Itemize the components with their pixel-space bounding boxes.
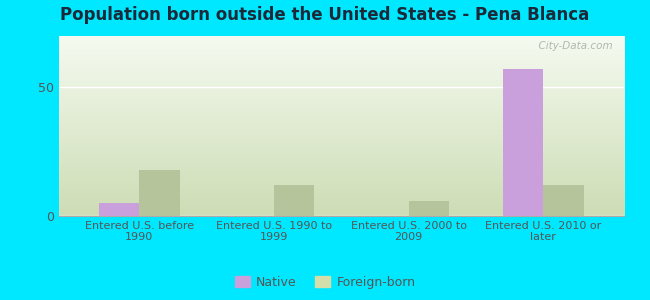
Bar: [99, 203, 139, 216]
Bar: [139, 170, 179, 216]
Legend: Native, Foreign-born: Native, Foreign-born: [229, 271, 421, 294]
Text: City-Data.com: City-Data.com: [532, 41, 613, 51]
Bar: [543, 185, 584, 216]
Bar: [503, 69, 543, 216]
Text: Population born outside the United States - Pena Blanca: Population born outside the United State…: [60, 6, 590, 24]
Bar: [409, 201, 449, 216]
Bar: [274, 185, 315, 216]
